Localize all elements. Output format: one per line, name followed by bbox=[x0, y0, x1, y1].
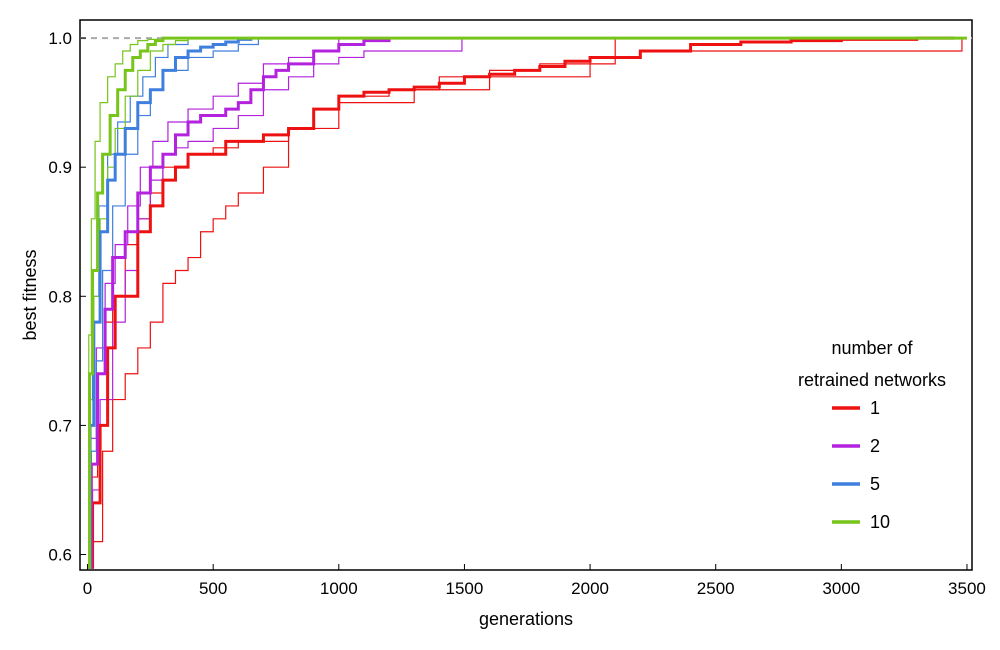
series-line-1 bbox=[87, 37, 955, 569]
plot-frame bbox=[79, 19, 973, 571]
x-tick-label: 500 bbox=[199, 579, 227, 598]
series-line-2 bbox=[87, 38, 463, 569]
x-tick-label: 2000 bbox=[571, 579, 609, 598]
series-line-2 bbox=[87, 38, 391, 569]
y-tick-label: 1.0 bbox=[48, 29, 72, 48]
legend-entries: 1 2 5 10 bbox=[832, 398, 890, 532]
series-line-1 bbox=[87, 36, 955, 569]
x-tick-label: 3000 bbox=[822, 579, 860, 598]
x-tick-label: 0 bbox=[83, 579, 92, 598]
series-line-5 bbox=[87, 37, 253, 569]
series-line-10 bbox=[87, 38, 159, 569]
series-layer bbox=[87, 36, 967, 569]
x-axis-ticks: 0 500 1000 1500 2000 2500 3000 3500 bbox=[83, 564, 986, 598]
series-line-1 bbox=[87, 38, 963, 569]
y-axis-ticks: 0.6 0.7 0.8 0.9 1.0 bbox=[48, 29, 86, 565]
legend: number of retrained networks 1 2 5 10 bbox=[798, 338, 946, 532]
legend-label: 2 bbox=[870, 436, 880, 456]
y-tick-label: 0.8 bbox=[48, 287, 72, 306]
legend-title-line-1: number of bbox=[831, 338, 913, 358]
x-tick-label: 2500 bbox=[697, 579, 735, 598]
y-tick-label: 0.6 bbox=[48, 546, 72, 565]
x-axis-label: generations bbox=[479, 609, 573, 629]
legend-label: 10 bbox=[870, 512, 890, 532]
x-tick-label: 1500 bbox=[446, 579, 484, 598]
legend-label: 5 bbox=[870, 474, 880, 494]
y-axis-label: best fitness bbox=[20, 249, 40, 340]
x-tick-label: 1000 bbox=[320, 579, 358, 598]
y-tick-label: 0.7 bbox=[48, 416, 72, 435]
legend-label: 1 bbox=[870, 398, 880, 418]
x-tick-label: 3500 bbox=[948, 579, 986, 598]
y-tick-label: 0.9 bbox=[48, 158, 72, 177]
series-line-10 bbox=[87, 36, 967, 569]
legend-title-line-2: retrained networks bbox=[798, 370, 946, 390]
